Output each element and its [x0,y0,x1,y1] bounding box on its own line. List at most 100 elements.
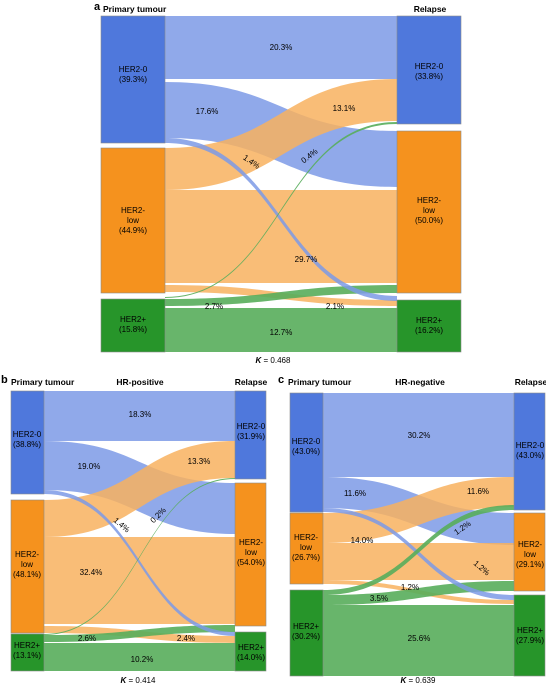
panel-a-left-title: Primary tumour [103,4,167,14]
flow-her2-0-to-her2-pos [44,490,235,636]
flow-label: 30.2% [408,431,431,440]
node-relapse-her2-pos [513,594,546,677]
node-relapse-her2-0 [396,15,462,125]
panel-b-letter: b [1,374,8,386]
kappa-label: K = 0.639 [401,676,436,685]
node-label: HER2- [417,196,441,205]
flow-her2-pos-to-her2-low [44,625,235,642]
node-label: (39.3%) [119,75,147,84]
node-label: (38.8%) [13,440,41,449]
flow-her2-pos-to-her2-low [165,285,397,306]
node-primary-her2-0 [289,392,324,513]
panel-c: c Primary tumour HR-negative Relapse HER… [278,374,546,685]
flow-her2-pos-to-her2-pos [165,308,397,352]
flow-her2-low-to-her2-0 [323,477,514,543]
node-label: HER2- [15,550,39,559]
node-label: HER2+ [120,315,146,324]
node-label: (43.0%) [292,447,320,456]
node-label: HER2+ [416,316,442,325]
node-label: low [300,543,312,552]
panel-c-left-title: Primary tumour [288,377,352,387]
flow-label: 17.6% [196,107,219,116]
flow-label: 10.2% [131,655,154,664]
node-label: low [127,216,139,225]
flow-her2-low-to-her2-low [165,190,397,283]
node-label: HER2- [239,538,263,547]
flow-label: 14.0% [351,536,374,545]
node-label: (15.8%) [119,325,147,334]
flow-label: 13.3% [188,457,211,466]
flow-her2-0-to-her2-pos [165,138,397,301]
panel-c-letter: c [278,374,284,386]
flow-label: 13.1% [333,104,356,113]
node-primary-her2-0 [100,15,166,144]
node-label: (50.0%) [415,216,443,225]
node-label: (14.0%) [237,653,265,662]
node-relapse-her2-low [396,130,462,294]
flow-label: 11.6% [467,487,489,496]
node-label: HER2-0 [292,437,321,446]
node-label: (30.2%) [292,632,320,641]
node-primary-her2-low [10,499,45,634]
flow-label: 25.6% [408,634,431,643]
node-label: low [245,548,257,557]
flow-her2-pos-to-her2-pos [323,605,514,676]
node-label: HER2-0 [415,62,444,71]
node-label: (26.7%) [292,553,320,562]
node-label: low [524,550,536,559]
node-label: HER2+ [293,622,319,631]
flow-label: 3.5% [370,594,388,603]
flow-her2-0-to-her2-0 [44,391,235,441]
node-label: (48.1%) [13,570,41,579]
node-label: HER2+ [517,626,543,635]
node-label: HER2-0 [119,65,148,74]
panel-b-subtitle: HR-positive [116,377,164,387]
flow-label: 18.3% [129,410,152,419]
flow-label: 32.4% [80,568,103,577]
node-relapse-her2-low [234,482,267,627]
node-label: HER2- [518,540,542,549]
panel-a-letter: a [94,1,101,13]
node-label: HER2-0 [516,441,545,450]
kappa-label: K = 0.414 [121,676,156,685]
flow-label: 2.1% [326,302,344,311]
panel-c-right-title: Relapse [515,377,546,387]
node-label: (31.9%) [237,432,265,441]
node-label: HER2+ [14,641,40,650]
node-primary-her2-0 [10,390,45,495]
flow-her2-pos-to-her2-0 [165,122,397,298]
node-label: HER2+ [238,643,264,652]
node-relapse-her2-0 [513,392,546,511]
flow-her2-0-to-her2-0 [323,393,514,477]
flow-her2-0-to-her2-pos [323,508,514,600]
node-label: (29.1%) [516,560,544,569]
flow-label: 2.6% [78,634,96,643]
node-label: (43.0%) [516,451,544,460]
flow-label: 12.7% [270,328,293,337]
node-label: HER2- [121,206,145,215]
node-label: HER2- [294,533,318,542]
node-label: (27.9%) [516,636,544,645]
node-primary-her2-pos [100,298,166,353]
node-label: (54.0%) [237,558,265,567]
flow-her2-0-to-her2-0 [165,16,397,79]
flow-her2-low-to-her2-low [44,537,235,624]
node-label: (13.1%) [13,651,41,660]
node-label: HER2-0 [13,430,42,439]
node-label: low [21,560,33,569]
flow-label: 29.7% [295,255,318,264]
kappa-label: K = 0.468 [256,356,291,365]
panel-c-subtitle: HR-negative [395,377,445,387]
node-label: (33.8%) [415,72,443,81]
node-primary-her2-low [289,512,324,585]
panel-b-right-title: Relapse [235,377,268,387]
panel-b-left-title: Primary tumour [11,377,75,387]
flow-her2-pos-to-her2-pos [44,643,235,671]
node-label: HER2-0 [237,422,266,431]
panel-a-right-title: Relapse [414,4,447,14]
node-relapse-her2-pos [234,631,267,672]
flow-label: 2.4% [177,634,195,643]
node-relapse-her2-0 [234,390,267,480]
flow-label: 19.0% [78,462,101,471]
